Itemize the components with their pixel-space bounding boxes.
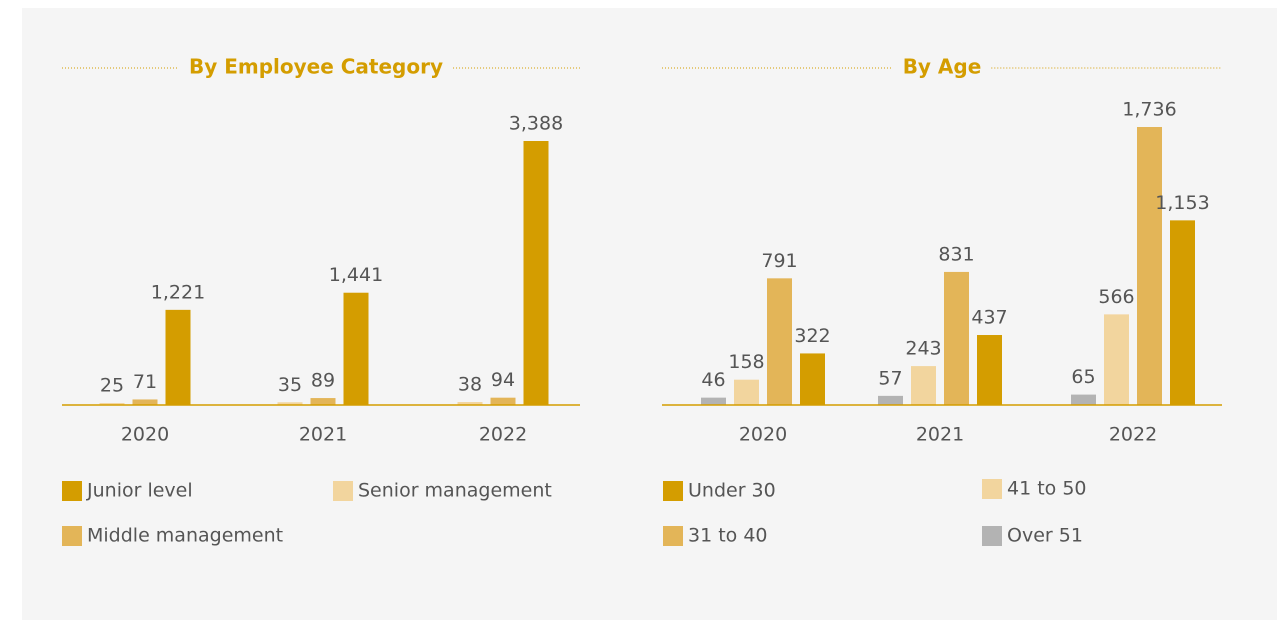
value-label: 38 xyxy=(458,374,482,396)
bar xyxy=(878,395,903,405)
bar xyxy=(977,335,1002,405)
x-tick-label: 2020 xyxy=(121,424,169,446)
legend-swatch xyxy=(62,481,82,501)
bar xyxy=(490,397,516,405)
x-tick-label: 2022 xyxy=(1109,424,1157,446)
bar xyxy=(701,397,726,405)
value-label: 46 xyxy=(701,369,725,391)
bar xyxy=(310,398,336,405)
bar xyxy=(165,309,191,405)
value-label: 3,388 xyxy=(509,113,563,135)
legend-swatch xyxy=(333,481,353,501)
x-tick-label: 2020 xyxy=(739,424,787,446)
bar xyxy=(1071,394,1096,405)
value-label: 322 xyxy=(794,325,830,347)
legend-label: 31 to 40 xyxy=(688,525,768,547)
value-label: 1,736 xyxy=(1122,99,1176,121)
bar xyxy=(457,402,483,405)
bar xyxy=(1104,314,1129,405)
value-label: 1,153 xyxy=(1155,192,1209,214)
x-tick-label: 2022 xyxy=(479,424,527,446)
legend-label: Middle management xyxy=(87,525,283,547)
value-label: 1,441 xyxy=(329,264,383,286)
value-label: 243 xyxy=(905,338,941,360)
bar xyxy=(99,403,125,405)
bar xyxy=(343,292,369,405)
bar xyxy=(734,379,759,405)
value-label: 1,221 xyxy=(151,281,205,303)
bar xyxy=(277,402,303,405)
bar xyxy=(523,141,549,405)
legend-swatch xyxy=(982,479,1002,499)
legend-swatch xyxy=(62,526,82,546)
bar xyxy=(1137,127,1162,405)
value-label: 791 xyxy=(761,250,797,272)
x-tick-label: 2021 xyxy=(299,424,347,446)
legend-swatch xyxy=(663,481,683,501)
bar xyxy=(1170,220,1195,405)
bar xyxy=(800,353,825,405)
value-label: 35 xyxy=(278,374,302,396)
bar xyxy=(944,271,969,405)
value-label: 71 xyxy=(133,371,157,393)
value-label: 566 xyxy=(1098,286,1134,308)
legend-label: 41 to 50 xyxy=(1007,478,1087,500)
legend-label: Over 51 xyxy=(1007,525,1083,547)
bar xyxy=(767,278,792,405)
value-label: 89 xyxy=(311,370,335,392)
value-label: 25 xyxy=(100,375,124,397)
panel xyxy=(22,8,1277,620)
value-label: 65 xyxy=(1071,366,1095,388)
legend-swatch xyxy=(982,526,1002,546)
value-label: 158 xyxy=(728,351,764,373)
value-label: 831 xyxy=(938,243,974,265)
x-tick-label: 2021 xyxy=(916,424,964,446)
legend-swatch xyxy=(663,526,683,546)
value-label: 437 xyxy=(971,307,1007,329)
legend-label: Senior management xyxy=(358,480,552,502)
bar xyxy=(911,366,936,405)
chart-title: By Employee Category xyxy=(189,55,443,79)
legend-label: Junior level xyxy=(86,480,193,502)
legend-label: Under 30 xyxy=(688,480,776,502)
value-label: 57 xyxy=(878,367,902,389)
chart-title: By Age xyxy=(903,55,982,79)
value-label: 94 xyxy=(491,369,515,391)
bar xyxy=(132,399,158,405)
